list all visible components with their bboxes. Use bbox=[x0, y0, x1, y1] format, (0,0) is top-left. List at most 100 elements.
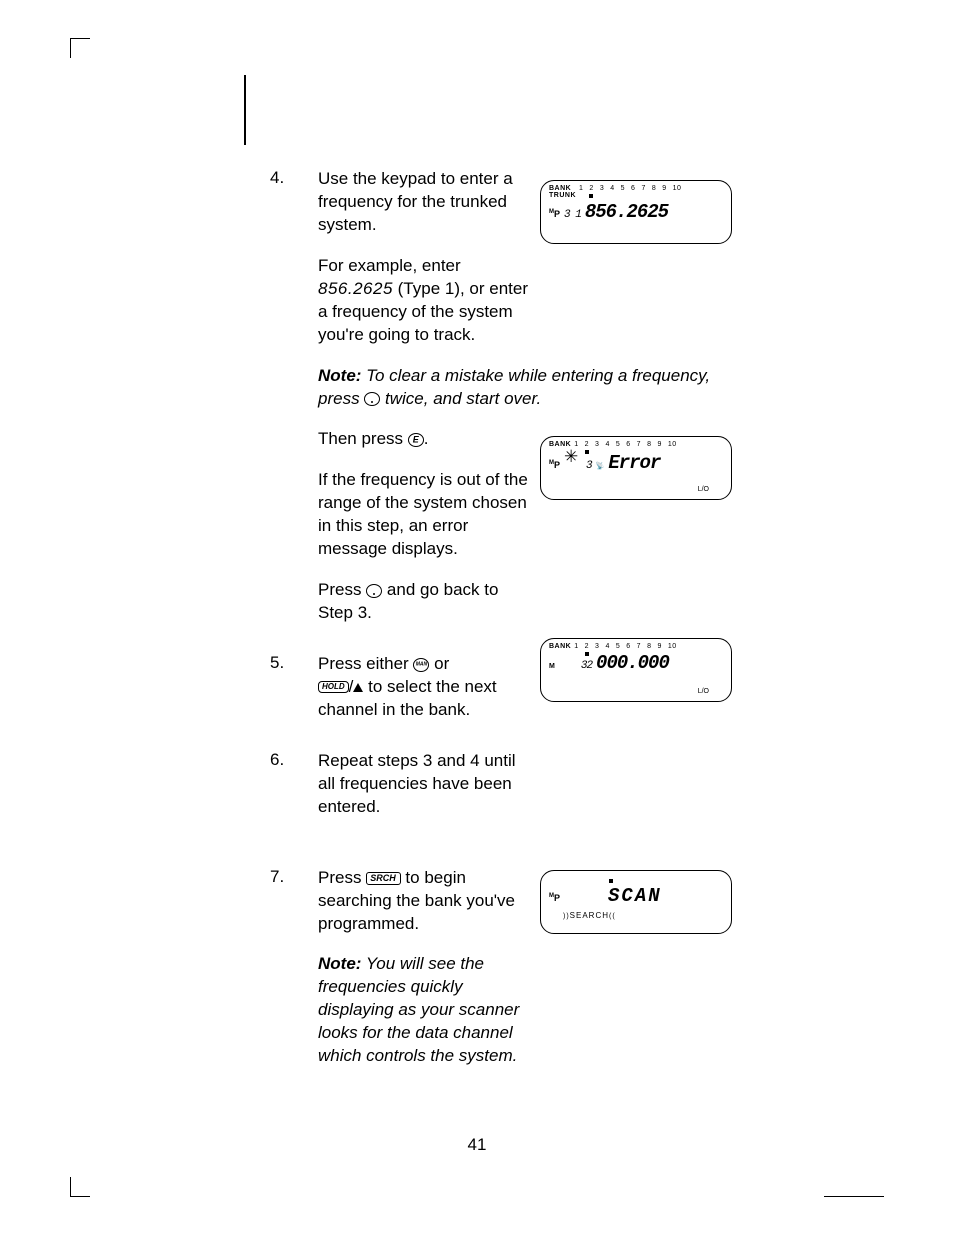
n: 2 bbox=[589, 185, 593, 192]
crop-mark-tl bbox=[70, 38, 90, 58]
search-label: SEARCH bbox=[570, 911, 609, 920]
text: For example, enter bbox=[318, 256, 461, 275]
crop-mark-br bbox=[824, 1196, 884, 1198]
n: 7 bbox=[641, 185, 645, 192]
step-text: Then press . bbox=[318, 428, 533, 451]
channel-digits: 3 bbox=[586, 460, 592, 472]
lcd-display-4: MP SCAN ))SEARCH(( bbox=[540, 870, 732, 934]
bank-label: BANK bbox=[549, 643, 571, 650]
text: Then press bbox=[318, 429, 408, 448]
m-indicator: MP bbox=[549, 460, 560, 470]
srch-key-icon: SRCH bbox=[366, 872, 401, 885]
step-number: 4. bbox=[270, 168, 318, 625]
channel-digits: 32 bbox=[581, 660, 592, 672]
lcd-display-3: BANK 1 2 3 4 5 6 7 8 9 10 M 32 000.000 L… bbox=[540, 638, 732, 702]
lcd-top-row bbox=[549, 875, 723, 883]
decimal-key-icon bbox=[364, 392, 380, 406]
step-text: Press SRCH to begin searching the bank y… bbox=[318, 867, 533, 936]
m-indicator: M bbox=[549, 663, 555, 670]
n: 5 bbox=[621, 185, 625, 192]
d: 2 bbox=[589, 185, 593, 192]
lockout-indicator: L/O bbox=[698, 688, 709, 695]
n: 3 bbox=[595, 643, 599, 650]
search-indicator: ))SEARCH(( bbox=[563, 911, 723, 920]
step-body: Repeat steps 3 and 4 until all frequenci… bbox=[318, 750, 870, 819]
text: Press bbox=[318, 580, 366, 599]
text: twice, and start over. bbox=[380, 389, 541, 408]
text: Press bbox=[318, 868, 366, 887]
up-arrow-icon bbox=[353, 683, 363, 692]
man-key-icon bbox=[413, 658, 429, 672]
step-text: Use the keypad to enter a frequency for … bbox=[318, 168, 533, 237]
lcd-display-1: BANK TRUNK 1 2 3 4 5 6 7 8 9 10 MP 3 1 8… bbox=[540, 180, 732, 244]
bank-numbers: 1 2 3 4 5 6 7 8 9 10 bbox=[574, 441, 676, 448]
trunk-label: TRUNK bbox=[549, 192, 576, 199]
step-text: Press either or HOLD/ to select the next… bbox=[318, 653, 533, 722]
text: or bbox=[429, 654, 449, 673]
bank-label: BANK bbox=[549, 185, 576, 192]
step-text: Press and go back to Step 3. bbox=[318, 579, 533, 625]
n: 8 bbox=[652, 185, 656, 192]
step-number: 5. bbox=[270, 653, 318, 722]
lcd-labels: BANK TRUNK bbox=[549, 185, 576, 199]
n: 9 bbox=[662, 185, 666, 192]
note-label: Note: bbox=[318, 366, 361, 385]
n: 3 bbox=[595, 441, 599, 448]
lcd-main-row: MP SCAN bbox=[549, 885, 723, 907]
note-text: Note: You will see the frequencies quick… bbox=[318, 953, 533, 1068]
d: 2 bbox=[585, 643, 589, 650]
frequency-value: 856.2625 bbox=[318, 279, 393, 298]
n: 1 bbox=[574, 643, 578, 650]
e-key-icon bbox=[408, 433, 424, 447]
n: 8 bbox=[647, 441, 651, 448]
frequency-digits: 000.000 bbox=[596, 652, 669, 674]
text: . bbox=[424, 429, 429, 448]
n: 9 bbox=[657, 643, 661, 650]
n: 4 bbox=[605, 643, 609, 650]
m-indicator: MP bbox=[549, 209, 560, 219]
page-number: 41 bbox=[468, 1135, 487, 1155]
lcd-main-row: MP 3 1 856.2625 bbox=[549, 201, 723, 223]
n: 1 bbox=[579, 185, 583, 192]
step-number: 7. bbox=[270, 867, 318, 1069]
frequency-digits: 856.2625 bbox=[585, 201, 668, 223]
n: 6 bbox=[631, 185, 635, 192]
n: 2 bbox=[585, 441, 589, 448]
page-content: 4. Use the keypad to enter a frequency f… bbox=[270, 168, 870, 1096]
n: 8 bbox=[647, 643, 651, 650]
channel-digits: 3 1 bbox=[564, 209, 581, 221]
text: Press either bbox=[318, 654, 413, 673]
n: 6 bbox=[626, 643, 630, 650]
active-dot bbox=[585, 450, 589, 454]
note-text: Note: To clear a mistake while entering … bbox=[318, 365, 738, 411]
p: P bbox=[554, 460, 560, 470]
n: 10 bbox=[673, 185, 682, 192]
d: 2 bbox=[585, 441, 589, 448]
n: 7 bbox=[637, 643, 641, 650]
n: 6 bbox=[626, 441, 630, 448]
lcd-top-row: BANK TRUNK 1 2 3 4 5 6 7 8 9 10 bbox=[549, 185, 723, 199]
n: 4 bbox=[605, 441, 609, 448]
n: 5 bbox=[616, 643, 620, 650]
active-dot bbox=[589, 194, 593, 198]
decimal-key-icon bbox=[366, 584, 382, 598]
step-number: 6. bbox=[270, 750, 318, 819]
n: 9 bbox=[657, 441, 661, 448]
active-dot bbox=[585, 652, 589, 656]
wave-left-icon: )) bbox=[563, 913, 570, 920]
n: 2 bbox=[585, 643, 589, 650]
wave-right-icon: (( bbox=[609, 913, 616, 920]
p: P bbox=[554, 209, 560, 219]
n: 10 bbox=[668, 441, 677, 448]
n: 7 bbox=[637, 441, 641, 448]
n: 10 bbox=[668, 643, 677, 650]
lockout-indicator: L/O bbox=[698, 486, 709, 493]
sunburst-icon bbox=[564, 450, 582, 468]
lcd-main-row: MP 3 📡 Error bbox=[549, 450, 723, 474]
note-label: Note: bbox=[318, 954, 361, 973]
step-text: Repeat steps 3 and 4 until all frequenci… bbox=[318, 750, 533, 819]
step-text: If the frequency is out of the range of … bbox=[318, 469, 533, 561]
n: 5 bbox=[616, 441, 620, 448]
bank-numbers: 1 2 3 4 5 6 7 8 9 10 bbox=[579, 185, 681, 192]
scan-text: SCAN bbox=[608, 885, 662, 907]
